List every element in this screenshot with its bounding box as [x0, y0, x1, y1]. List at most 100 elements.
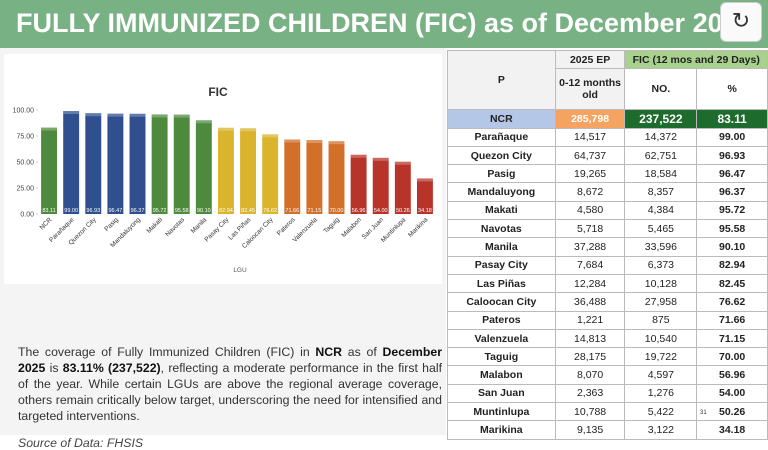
title: FULLY IMMUNIZED CHILDREN (FIC) as of Dec… — [16, 8, 753, 38]
row: Valenzuela 14,813 10,540 71.15 — [447, 328, 768, 349]
fic-pct-cell: 50.26 — [696, 402, 768, 422]
data-label: 96.37 — [131, 208, 145, 214]
row: Taguig 28,175 19,722 70.00 — [447, 347, 768, 367]
fic-no-cell: 5,422 — [624, 402, 698, 422]
lgu-cell: Parañaque — [447, 127, 556, 147]
lgu-cell: Taguig — [447, 347, 556, 367]
row: Pasig 19,265 18,584 96.47 — [447, 164, 768, 184]
ep-cell: 4,580 — [554, 200, 626, 221]
bar — [217, 127, 234, 214]
lgu-cell: Marikina — [447, 420, 556, 440]
bar-highlight — [85, 113, 102, 117]
fic-no-cell: 19,722 — [624, 347, 698, 367]
fic-no-cell: 6,373 — [624, 255, 698, 275]
bar-highlight — [372, 157, 389, 161]
text-run: as of — [342, 345, 383, 359]
header-cell: FIC (12 mos and 29 Days) — [624, 49, 768, 70]
data-label: 34.18 — [418, 208, 432, 214]
data-label: 95.72 — [153, 208, 167, 214]
bar-highlight — [173, 114, 190, 118]
ep-cell: 2,363 — [554, 383, 626, 404]
fic-pct-cell: 83.11 — [696, 109, 768, 129]
fic-no-cell: 14,372 — [624, 127, 698, 147]
text-run: The coverage of Fully Immunized Children… — [18, 345, 316, 359]
fic-pct-cell: 71.15 — [696, 328, 768, 349]
lgu-cell: San Juan — [447, 383, 556, 404]
row: Malabon 8,070 4,597 56.96 — [447, 365, 768, 385]
fic-no-cell: 4,384 — [624, 200, 698, 221]
lgu-cell: Manila — [447, 237, 556, 257]
bar — [394, 161, 411, 214]
header: FULLY IMMUNIZED CHILDREN (FIC) as of Dec… — [0, 0, 768, 48]
row: Mandaluyong 8,672 8,357 96.37 — [447, 182, 768, 202]
row: Parañaque 14,517 14,372 99.00 — [447, 127, 768, 147]
fic-no-cell: 10,128 — [624, 273, 698, 294]
ep-cell: 8,672 — [554, 182, 626, 202]
y-tick-label: 75.00 — [16, 134, 34, 141]
data-label: 70.00 — [330, 208, 344, 214]
fic-pct-cell: 90.10 — [696, 237, 768, 257]
page-number: 31 — [700, 410, 707, 416]
data-label: 56.96 — [352, 208, 366, 214]
bar-highlight — [350, 154, 367, 158]
row: Marikina 9,135 3,122 34.18 — [447, 420, 768, 440]
bar — [63, 111, 80, 214]
row: 0-12 months old NO.% — [448, 68, 768, 111]
source: Source of Data: FHSIS — [18, 436, 144, 450]
bar-highlight — [240, 128, 257, 132]
bar-highlight — [151, 114, 168, 118]
fic-no-cell: 27,958 — [624, 292, 698, 312]
bar — [416, 178, 433, 214]
text-run: is — [45, 361, 63, 375]
y-tick-label: 25.00 — [16, 186, 34, 193]
data-label: 50.26 — [396, 208, 410, 214]
row: Pasay City 7,684 6,373 82.94 — [447, 255, 768, 275]
ep-cell: 10,788 — [554, 402, 626, 422]
row: Makati 4,580 4,384 95.72 — [447, 200, 768, 221]
fic-pct-cell: 70.00 — [696, 347, 768, 367]
bar — [41, 127, 58, 214]
data-label: 83.11 — [42, 208, 55, 214]
bar — [372, 157, 389, 214]
bar-highlight — [394, 161, 411, 165]
bar — [328, 141, 345, 214]
bar-highlight — [63, 111, 80, 115]
lgu-cell: Malabon — [447, 365, 556, 385]
lgu-cell: Caloocan City — [447, 292, 556, 312]
data-label: 54.00 — [374, 208, 388, 214]
bar-highlight — [195, 120, 212, 124]
data-label: 82.94 — [219, 208, 233, 214]
row: Pateros 1,221 875 71.66 — [447, 310, 768, 330]
text-run: December 2025 — [18, 345, 442, 375]
fic-no-cell: 8,357 — [624, 182, 698, 202]
lgu-cell: Las Piñas — [447, 273, 556, 294]
ep-cell: 36,488 — [554, 292, 626, 312]
paragraph: The coverage of Fully Immunized Children… — [18, 344, 442, 424]
chart-title: FIC — [208, 85, 228, 99]
ep-cell: 7,684 — [554, 255, 626, 275]
lgu-cell: Mandaluyong — [447, 182, 556, 202]
bar — [151, 114, 168, 214]
ep-cell: 19,265 — [554, 164, 626, 184]
fic-pct-cell: 54.00 — [696, 383, 768, 404]
ep-cell: 28,175 — [554, 347, 626, 367]
ep-cell: 37,288 — [554, 237, 626, 257]
fic-no-cell: 33,596 — [624, 237, 698, 257]
bar-highlight — [262, 134, 279, 138]
bar — [306, 140, 323, 214]
chart: FIC0.0025.0050.0075.00100.0083.11NCR99.0… — [4, 54, 442, 284]
fic-no-cell: 1,276 — [624, 383, 698, 404]
refresh-button[interactable]: ↻ — [720, 2, 762, 42]
data-label: 76.62 — [263, 208, 277, 214]
y-tick-label: 0.00 — [20, 212, 34, 219]
row: Muntinlupa 10,788 5,422 50.26 — [447, 402, 768, 422]
row: San Juan 2,363 1,276 54.00 — [447, 383, 768, 404]
fic-pct-cell: 95.72 — [696, 200, 768, 221]
bar — [129, 113, 146, 214]
bar-highlight — [328, 141, 345, 145]
header-cell: NO. — [624, 68, 698, 111]
fic-no-cell: 18,584 — [624, 164, 698, 184]
header-cell: P — [447, 49, 556, 111]
lgu-cell: Navotas — [447, 219, 556, 239]
